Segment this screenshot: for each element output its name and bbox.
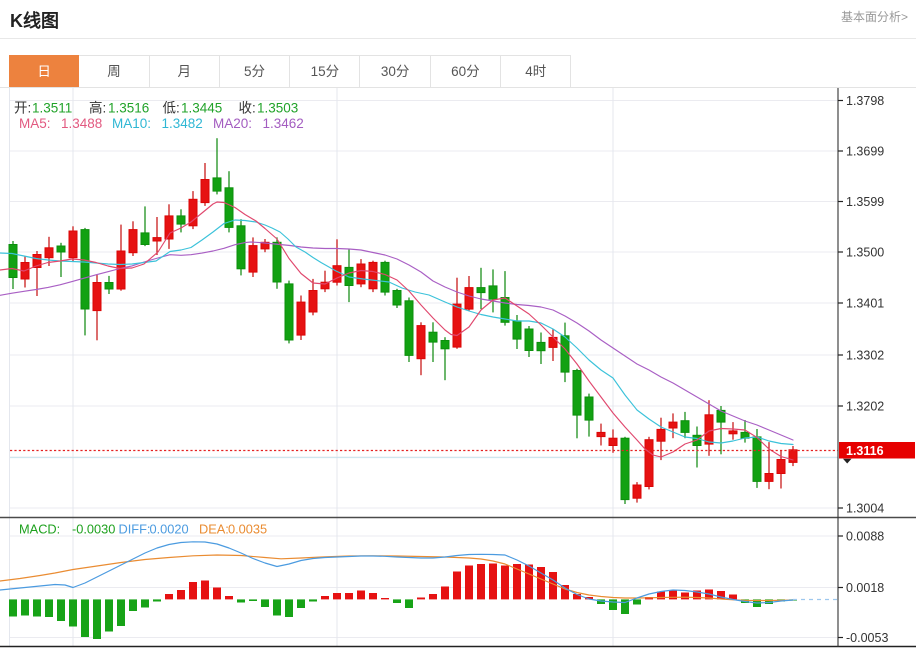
- svg-text:0.0018: 0.0018: [846, 581, 884, 595]
- svg-text:0.0088: 0.0088: [846, 530, 884, 544]
- svg-text:1.3401: 1.3401: [846, 297, 884, 311]
- svg-text:1.3004: 1.3004: [846, 502, 884, 516]
- svg-text:1.3500: 1.3500: [846, 246, 884, 260]
- svg-text:1.3798: 1.3798: [846, 94, 884, 108]
- svg-text:1.3599: 1.3599: [846, 195, 884, 209]
- svg-text:1.3699: 1.3699: [846, 145, 884, 159]
- svg-text:-0.0053: -0.0053: [846, 631, 888, 645]
- svg-text:1.3302: 1.3302: [846, 349, 884, 363]
- svg-text:1.3116: 1.3116: [846, 444, 884, 458]
- svg-text:1.3202: 1.3202: [846, 400, 884, 414]
